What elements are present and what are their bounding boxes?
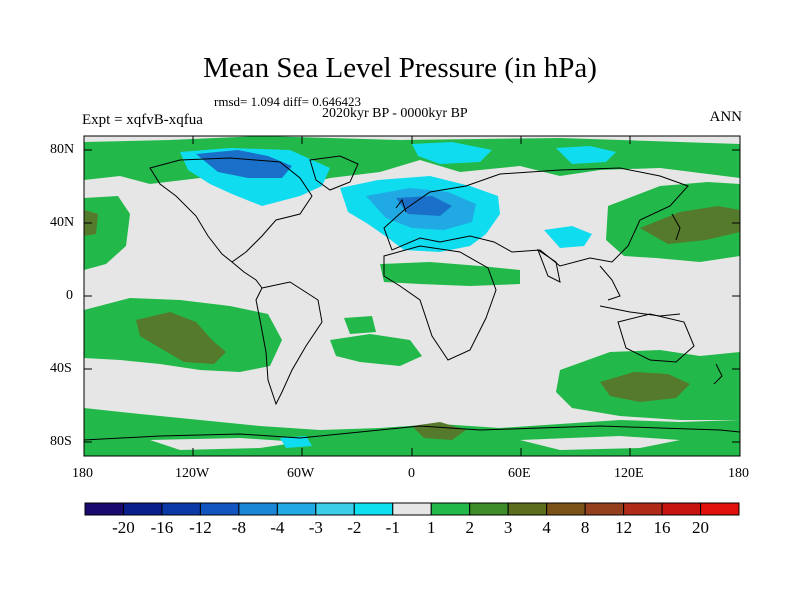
north-america-coast bbox=[149, 157, 313, 263]
colorbar-swatch bbox=[469, 502, 509, 516]
colorbar-label: 2 bbox=[465, 518, 474, 537]
lon-label-0: 0 bbox=[408, 466, 415, 481]
sahara-green bbox=[380, 262, 520, 286]
period-label: 2020kyr BP - 0000kyr BP bbox=[322, 106, 468, 121]
africa-coast bbox=[383, 245, 497, 361]
colorbar-label: -3 bbox=[308, 518, 323, 537]
pressure-contours bbox=[84, 136, 740, 456]
lon-label-180w: 180 bbox=[72, 466, 93, 481]
colorbar-label: 1 bbox=[426, 518, 436, 537]
lat-label-80n: 80N bbox=[50, 142, 75, 157]
eurasia-coast bbox=[383, 167, 689, 267]
coastlines bbox=[83, 155, 741, 441]
colorbar-label: 16 bbox=[653, 518, 671, 537]
colorbar-label: -2 bbox=[347, 518, 362, 537]
india-coast bbox=[536, 248, 561, 283]
colorbar-swatch bbox=[161, 502, 201, 516]
greenland-coast bbox=[309, 155, 359, 191]
new-zealand-coast bbox=[713, 363, 723, 385]
colorbar-label: 20 bbox=[692, 518, 710, 537]
lat-label-80s: 80S bbox=[50, 434, 72, 449]
svalbard-low bbox=[412, 142, 492, 164]
colorbar-swatch bbox=[238, 502, 278, 516]
colorbar-label: -16 bbox=[150, 518, 174, 537]
seasia-coast bbox=[599, 265, 621, 301]
southern-neutral-gap bbox=[150, 438, 300, 450]
colorbar-swatch bbox=[661, 502, 702, 516]
colorbar-swatch bbox=[546, 502, 586, 516]
colorbar-label: 3 bbox=[503, 518, 513, 537]
southern-neutral-gap-2 bbox=[520, 436, 680, 450]
lon-label-120w: 120W bbox=[175, 466, 210, 481]
europe-low-core bbox=[396, 196, 452, 216]
central-america-coast bbox=[231, 261, 263, 289]
season-label: ANN bbox=[709, 109, 743, 125]
colorbar-swatch bbox=[700, 502, 740, 516]
stats-label: rmsd= 1.094 diff= 0.646423 bbox=[214, 94, 361, 109]
colorbar-swatch bbox=[276, 502, 317, 516]
axis-ticks bbox=[83, 136, 741, 456]
colorbar-swatch bbox=[315, 502, 355, 516]
colorbar-label: 4 bbox=[542, 518, 551, 537]
lon-label-180e: 180 bbox=[728, 466, 749, 481]
arctic-low-core bbox=[196, 150, 292, 178]
sindian-high-core bbox=[600, 372, 690, 402]
colorbar-label: -12 bbox=[189, 518, 212, 537]
colorbar-swatch bbox=[122, 502, 163, 516]
japan-coast bbox=[671, 213, 681, 241]
asia-low bbox=[544, 226, 592, 248]
experiment-label: Expt = xqfvB-xqfua bbox=[82, 112, 203, 128]
lat-label-40s: 40S bbox=[50, 361, 72, 376]
npacific-high-core bbox=[640, 206, 740, 244]
colorbar-label: -1 bbox=[385, 518, 400, 537]
lon-label-60e: 60E bbox=[508, 466, 531, 481]
australia-coast bbox=[617, 313, 695, 363]
uk-coast bbox=[395, 198, 407, 213]
colorbar-swatch bbox=[84, 502, 124, 516]
lon-label-60w: 60W bbox=[287, 466, 315, 481]
colorbar-label: -20 bbox=[112, 518, 135, 537]
colorbar-label: -4 bbox=[270, 518, 285, 537]
colorbar-swatch bbox=[507, 502, 548, 516]
siberia-low bbox=[556, 146, 616, 164]
lon-label-120e: 120E bbox=[614, 466, 644, 481]
colorbar-swatch bbox=[353, 502, 394, 516]
antarctic-low-patch bbox=[280, 436, 312, 448]
satlantic-small bbox=[344, 316, 376, 334]
colorbar-swatch bbox=[430, 502, 471, 516]
lat-label-0: 0 bbox=[66, 288, 73, 303]
colorbar-swatch bbox=[584, 502, 625, 516]
colorbar bbox=[84, 502, 740, 516]
indonesia-coast bbox=[599, 305, 681, 317]
map-title: Mean Sea Level Pressure (in hPa) bbox=[203, 52, 597, 84]
colorbar-swatch bbox=[623, 502, 663, 516]
satlantic-green bbox=[330, 334, 422, 366]
colorbar-swatch bbox=[199, 502, 240, 516]
colorbar-label: 12 bbox=[615, 518, 633, 537]
colorbar-label: -8 bbox=[231, 518, 246, 537]
south-america-coast bbox=[255, 281, 323, 406]
colorbar-label: 8 bbox=[580, 518, 590, 537]
antarctica-coast bbox=[83, 425, 741, 441]
lat-label-40n: 40N bbox=[50, 215, 75, 230]
colorbar-swatch bbox=[392, 502, 432, 516]
spacific-high-core bbox=[136, 312, 226, 364]
